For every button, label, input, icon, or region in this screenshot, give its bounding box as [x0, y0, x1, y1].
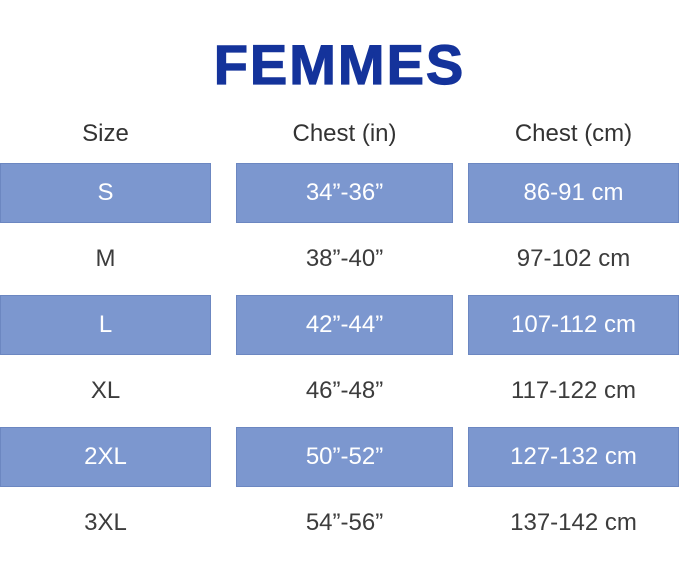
- chest-in-cell: 54”-56”: [305, 509, 384, 536]
- chest-in-cell: 38”-40”: [305, 245, 384, 272]
- size-cell: S: [0, 163, 211, 223]
- chest-in-cell: 46”-48”: [305, 377, 384, 404]
- size-cell: 2XL: [0, 427, 211, 487]
- column-gap: [453, 490, 468, 556]
- column-gap: [211, 358, 236, 424]
- chest-in-cell: 34”-36”: [236, 163, 453, 223]
- chest-cm-cell: 86-91 cm: [468, 163, 679, 223]
- chest-in-cell: 42”-44”: [236, 295, 453, 355]
- chest-cm-cell: 97-102 cm: [516, 245, 631, 272]
- size-cell: L: [0, 295, 211, 355]
- table-row: 3XL 54”-56” 137-142 cm: [0, 490, 679, 556]
- column-header-chest-in: Chest (in): [292, 120, 397, 147]
- table-header: Size Chest (in) Chest (cm): [0, 108, 679, 160]
- chest-cm-cell: 107-112 cm: [468, 295, 679, 355]
- column-gap: [211, 490, 236, 556]
- column-gap: [211, 292, 236, 358]
- column-gap: [453, 292, 468, 358]
- size-cell: M: [95, 245, 116, 272]
- chest-cm-cell: 127-132 cm: [468, 427, 679, 487]
- chart-title: FEMMES: [213, 33, 466, 96]
- chest-cm-cell: 117-122 cm: [511, 377, 636, 404]
- size-cell: XL: [90, 377, 121, 404]
- column-gap: [453, 108, 468, 160]
- column-gap: [211, 226, 236, 292]
- table-row: S 34”-36” 86-91 cm: [0, 160, 679, 226]
- column-gap: [453, 226, 468, 292]
- chest-in-cell: 50”-52”: [236, 427, 453, 487]
- column-gap: [211, 108, 236, 160]
- chest-cm-cell: 137-142 cm: [510, 509, 637, 536]
- table-row: XL 46”-48” 117-122 cm: [0, 358, 679, 424]
- column-gap: [453, 358, 468, 424]
- column-gap: [453, 424, 468, 490]
- table-row: M 38”-40” 97-102 cm: [0, 226, 679, 292]
- table-row: L 42”-44” 107-112 cm: [0, 292, 679, 358]
- column-gap: [453, 160, 468, 226]
- table-row: 2XL 50”-52” 127-132 cm: [0, 424, 679, 490]
- column-header-size: Size: [82, 120, 129, 147]
- size-cell: 3XL: [84, 509, 127, 536]
- column-gap: [211, 160, 236, 226]
- table-body: S 34”-36” 86-91 cm M 38”-40” 97-102 cm L 42”-44…: [0, 160, 679, 556]
- column-header-chest-cm: Chest (cm): [514, 120, 633, 147]
- column-gap: [211, 424, 236, 490]
